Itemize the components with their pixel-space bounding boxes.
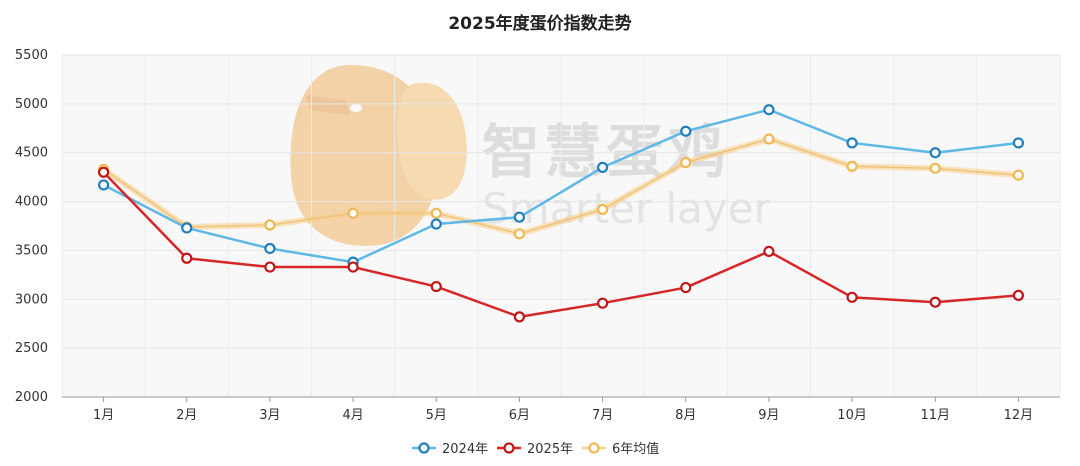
data-point[interactable] <box>181 222 193 234</box>
y-tick-label: 5000 <box>15 97 48 112</box>
legend-label: 2025年 <box>527 442 573 457</box>
data-point[interactable] <box>763 104 775 116</box>
data-point[interactable] <box>513 311 526 323</box>
y-tick-label: 4000 <box>15 195 48 210</box>
y-tick-label: 3000 <box>15 292 48 307</box>
legend-label: 2024年 <box>442 442 488 457</box>
y-tick-label: 3500 <box>15 243 48 258</box>
data-point[interactable] <box>763 245 775 258</box>
y-tick-label: 2500 <box>15 341 48 356</box>
data-point[interactable] <box>181 252 193 264</box>
data-point[interactable] <box>347 207 359 219</box>
data-point[interactable] <box>929 147 941 159</box>
x-tick-label: 1月 <box>93 408 114 423</box>
legend-marker <box>503 442 515 454</box>
data-point[interactable] <box>513 211 526 223</box>
x-tick-label: 4月 <box>342 408 363 423</box>
data-point[interactable] <box>929 296 941 308</box>
data-point[interactable] <box>1012 169 1025 181</box>
series-2 <box>97 133 1025 240</box>
data-point[interactable] <box>680 281 692 294</box>
data-point[interactable] <box>596 297 609 309</box>
data-point[interactable] <box>97 166 110 178</box>
series-line-core <box>103 138 1019 235</box>
data-point[interactable] <box>929 162 941 174</box>
data-point[interactable] <box>97 179 110 191</box>
x-tick-label: 12月 <box>1004 408 1034 423</box>
data-point[interactable] <box>264 219 276 231</box>
data-point[interactable] <box>846 291 858 303</box>
data-point[interactable] <box>430 280 442 293</box>
data-point[interactable] <box>846 160 858 172</box>
chart-title: 2025年度蛋价指数走势 <box>448 13 631 34</box>
y-tick-label: 2000 <box>15 390 48 405</box>
y-tick-label: 4500 <box>15 146 48 161</box>
x-axis: 1月 2月 3月 4月 5月 6月 7月 8月 9月 10月 11月 12月 <box>62 396 1060 423</box>
legend-item[interactable]: 2024年 <box>412 442 488 457</box>
x-tick-label: 8月 <box>675 408 696 423</box>
x-tick-label: 5月 <box>426 408 447 423</box>
watermark-en: Smarter layer <box>482 184 772 233</box>
series-1 <box>97 166 1025 323</box>
legend-marker <box>588 442 600 454</box>
grid <box>61 54 1061 398</box>
series-line <box>102 171 1019 319</box>
x-tick-label: 11月 <box>920 408 950 423</box>
data-point[interactable] <box>680 156 692 169</box>
data-point[interactable] <box>430 218 442 230</box>
series-line <box>103 108 1019 264</box>
data-point[interactable] <box>513 228 526 240</box>
data-point[interactable] <box>596 161 609 173</box>
series-0 <box>97 104 1025 268</box>
legend-label: 6年均值 <box>612 441 659 457</box>
data-point[interactable] <box>264 242 276 255</box>
data-point[interactable] <box>1012 289 1025 301</box>
legend-item[interactable]: 6年均值 <box>582 441 659 457</box>
data-point[interactable] <box>1012 137 1025 149</box>
data-point[interactable] <box>680 125 692 137</box>
legend-item[interactable]: 2025年 <box>497 442 573 457</box>
data-point[interactable] <box>264 261 276 273</box>
y-tick-label: 5500 <box>15 48 48 63</box>
x-tick-label: 7月 <box>592 408 613 423</box>
egg-chicken-logo <box>290 65 467 246</box>
data-point[interactable] <box>846 137 858 149</box>
data-point[interactable] <box>763 133 775 145</box>
legend-marker <box>418 442 430 454</box>
x-tick-label: 10月 <box>837 408 867 423</box>
series-group <box>97 104 1025 323</box>
x-tick-label: 9月 <box>758 408 779 423</box>
x-tick-label: 2月 <box>176 408 197 423</box>
legend[interactable]: 2024年 2025年 6年均值 <box>412 441 659 457</box>
y-axis: 2000 2500 3000 3500 4000 4500 5000 5500 <box>15 48 48 405</box>
watermark: 智慧蛋鸡 Smarter layer <box>290 65 772 246</box>
data-point[interactable] <box>347 261 359 273</box>
data-point[interactable] <box>430 207 442 219</box>
data-point[interactable] <box>596 203 609 215</box>
x-tick-label: 3月 <box>259 408 280 423</box>
x-tick-label: 6月 <box>509 408 530 423</box>
